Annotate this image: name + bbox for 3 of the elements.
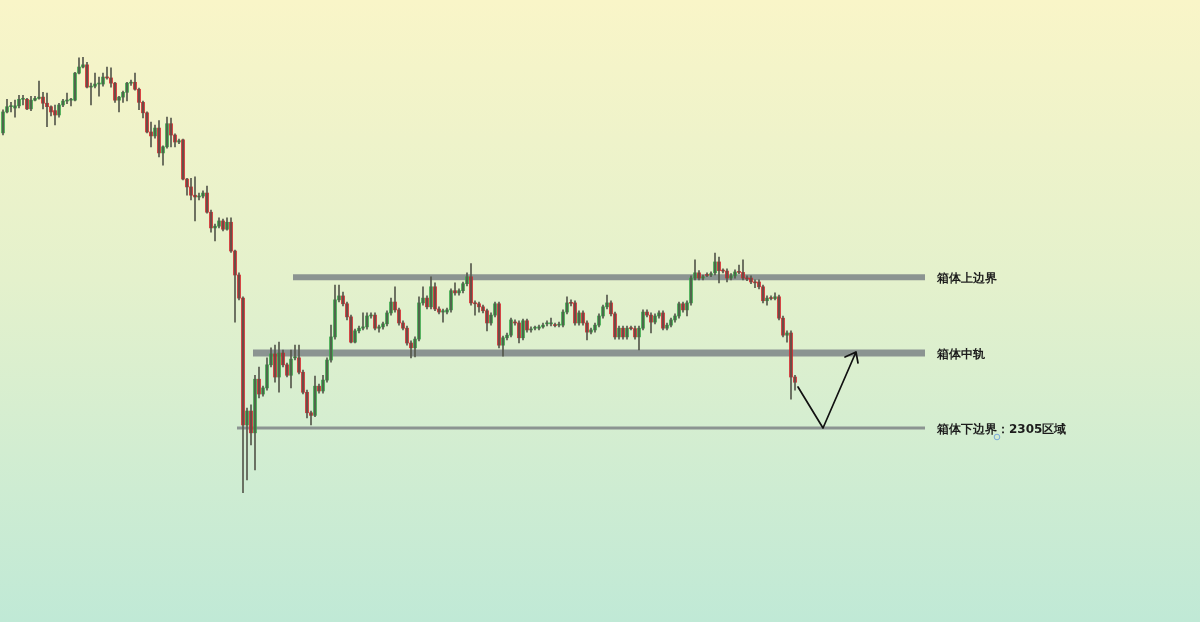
ref-line-label: 箱体上边界 <box>936 271 997 286</box>
ref-line-label: 箱体下边界：2305区域 <box>936 422 1067 437</box>
ref-line-label: 箱体中轨 <box>936 347 985 362</box>
